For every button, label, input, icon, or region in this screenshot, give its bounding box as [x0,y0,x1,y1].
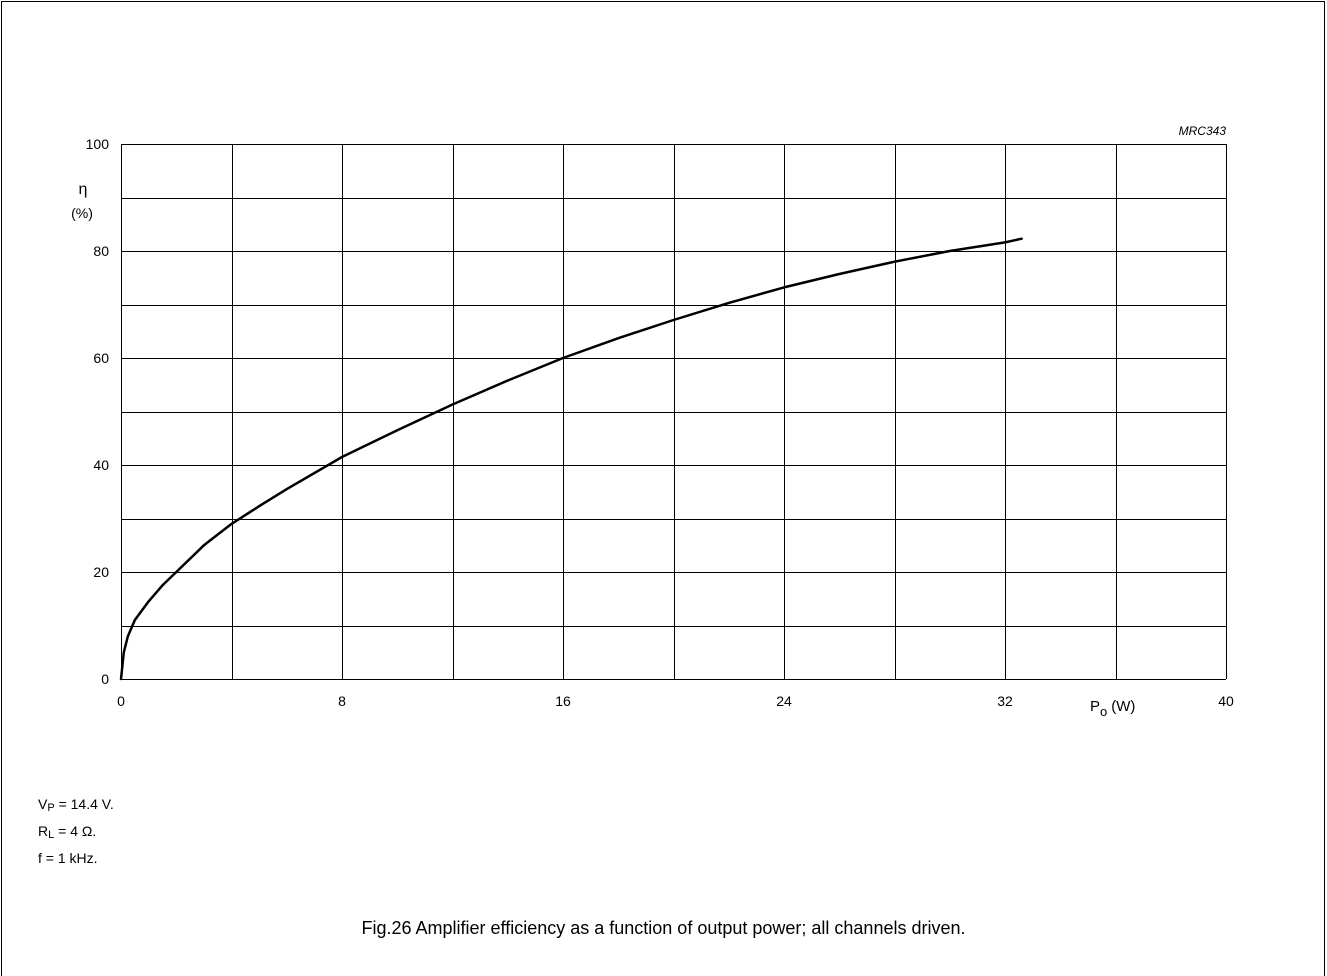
y-axis-unit: (%) [71,205,93,221]
y-tick-label: 60 [93,350,109,366]
y-tick-label: 80 [93,243,109,259]
y-tick-label: 40 [93,457,109,473]
y-tick-label: 100 [86,136,110,152]
figure-caption: Fig.26 Amplifier efficiency as a functio… [361,918,966,938]
tick-labels: 0 8 16 24 32 40 0 20 40 60 80 100 [86,136,1234,709]
efficiency-curve-group [119,237,1023,681]
x-tick-label: 40 [1218,693,1234,709]
y-tick-label: 0 [101,671,109,687]
efficiency-curve [119,237,1023,681]
grid [121,144,1227,680]
x-axis-label: Po (W) [1090,698,1135,719]
condition-supply-voltage: VP = 14.4 V. [38,796,114,814]
y-tick-label: 20 [93,564,109,580]
x-tick-label: 32 [997,693,1013,709]
y-axis-symbol: η [79,181,88,198]
x-tick-label: 16 [555,693,571,709]
x-tick-label: 0 [117,693,125,709]
x-tick-label: 24 [776,693,792,709]
condition-load-resistance: RL = 4 Ω. [38,823,97,841]
figure-id: MRC343 [1179,124,1227,138]
x-tick-label: 8 [338,693,346,709]
condition-frequency: f = 1 kHz. [38,850,98,866]
